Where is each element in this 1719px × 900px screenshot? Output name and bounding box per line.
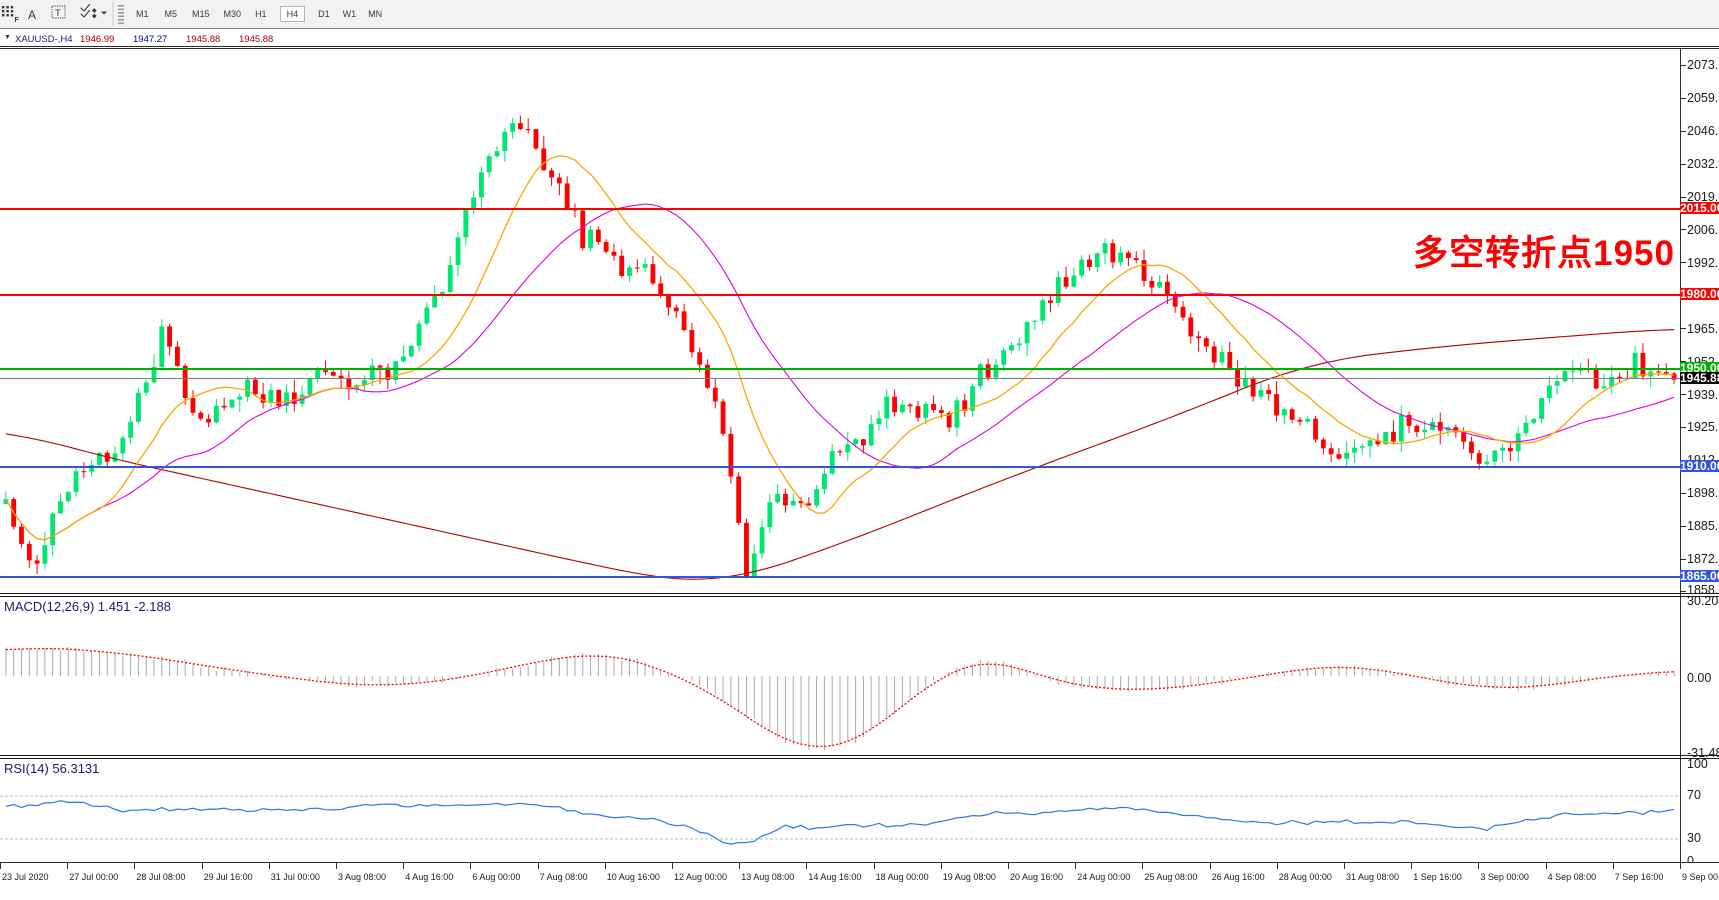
- svg-text:F: F: [15, 17, 20, 24]
- svg-text:A: A: [28, 8, 36, 22]
- svg-text:T: T: [55, 8, 61, 19]
